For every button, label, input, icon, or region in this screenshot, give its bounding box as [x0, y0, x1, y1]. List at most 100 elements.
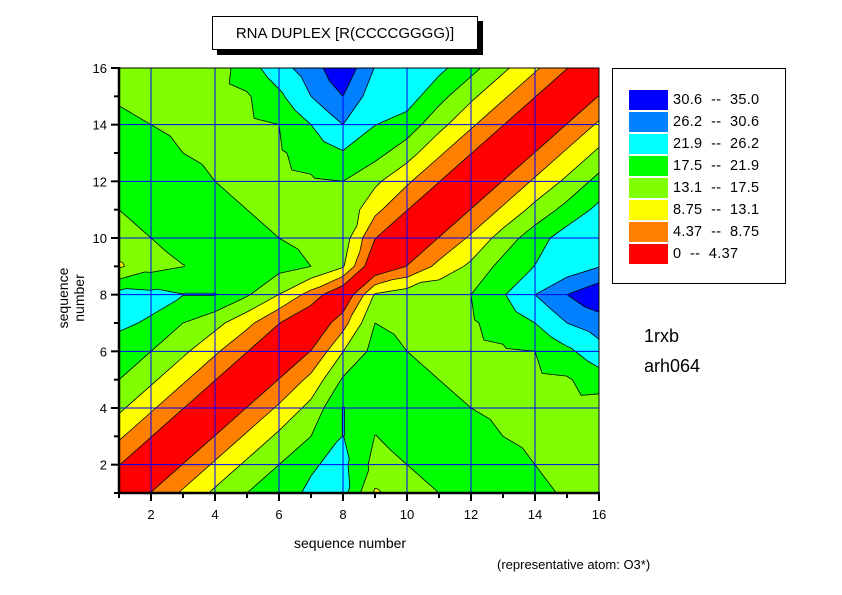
contour-line — [361, 296, 374, 324]
contour-line — [359, 237, 364, 252]
legend-swatch — [629, 112, 668, 132]
x-tick-label: 14 — [528, 507, 542, 522]
contour-line — [118, 105, 133, 114]
contour-line — [151, 408, 184, 437]
contour-line — [278, 294, 302, 310]
contour-line — [534, 294, 552, 310]
contour-line — [438, 152, 445, 158]
contour-line — [242, 296, 248, 300]
contour-lines — [118, 67, 600, 494]
contour-line — [376, 436, 392, 451]
contour-line — [503, 96, 536, 125]
x-tick-label: 16 — [592, 507, 606, 522]
contour-line — [118, 351, 152, 380]
contour-line — [568, 377, 573, 381]
contour-line — [278, 351, 311, 380]
contour-line — [570, 347, 576, 352]
contour-line — [374, 181, 382, 188]
contour-line — [247, 323, 280, 352]
legend-item: 8.75 -- 13.1 — [629, 200, 759, 220]
contour-line — [422, 478, 440, 494]
contour-line — [187, 355, 216, 380]
contour-line — [343, 322, 362, 351]
contour-line — [438, 96, 449, 107]
contour-line — [125, 385, 152, 409]
contour-line — [134, 223, 152, 239]
contour-line — [123, 411, 152, 437]
contour-line — [310, 464, 320, 477]
contour-line — [282, 149, 288, 154]
contour-line — [474, 319, 480, 324]
contour-line — [502, 181, 531, 206]
contour-line — [406, 237, 439, 266]
contour-line — [374, 265, 407, 276]
contour-line — [483, 339, 504, 345]
contour-line — [556, 200, 568, 210]
contour-line — [278, 379, 305, 405]
contour-line — [323, 383, 339, 409]
contour-line — [550, 308, 568, 324]
contour-line — [279, 277, 312, 295]
legend-label: 21.9 -- 26.2 — [673, 136, 760, 152]
contour-line — [150, 407, 157, 413]
contour-line — [155, 383, 184, 409]
contour-line — [150, 379, 158, 386]
contour-line — [407, 181, 440, 210]
contour-line — [470, 181, 503, 210]
contour-line — [420, 75, 440, 97]
contour-line — [310, 286, 320, 291]
contour-line — [353, 251, 361, 267]
contour-line — [593, 120, 600, 125]
contour-line — [322, 67, 330, 81]
contour-line — [420, 279, 440, 283]
contour-line — [248, 94, 252, 97]
contour-line — [406, 152, 419, 164]
legend-swatch — [629, 178, 668, 198]
contour-line — [118, 271, 145, 280]
contour-fills — [118, 67, 600, 494]
contour-line — [566, 282, 600, 296]
contour-line — [314, 177, 344, 182]
contour-line — [386, 138, 408, 154]
contour-line — [294, 110, 312, 125]
contour-line — [343, 436, 350, 460]
contour-line — [182, 379, 189, 385]
contour-line — [454, 393, 472, 409]
contour-line — [260, 67, 269, 79]
contour-line — [406, 181, 413, 186]
contour-line — [584, 306, 600, 313]
contour-line — [224, 311, 248, 324]
contour-line — [502, 209, 527, 229]
contour-line — [518, 224, 536, 239]
contour-line — [214, 351, 221, 356]
legend-swatch — [629, 90, 668, 110]
contour-line — [470, 407, 491, 420]
contour-line — [241, 431, 248, 437]
contour-line — [438, 237, 467, 261]
contour-line — [478, 322, 485, 341]
contour-line — [150, 266, 183, 273]
contour-line — [254, 117, 280, 126]
contour-line — [406, 124, 422, 140]
y-tick-label: 10 — [93, 231, 107, 246]
contour-line — [502, 96, 509, 101]
contour-line — [581, 393, 600, 396]
legend-swatch — [629, 244, 668, 264]
contour-line — [278, 124, 283, 151]
contour-line — [240, 458, 248, 465]
contour-line — [566, 209, 591, 227]
contour-line — [284, 96, 296, 111]
contour-line — [278, 237, 299, 250]
contour-line — [534, 181, 561, 203]
x-tick-label: 8 — [339, 507, 346, 522]
contour-line — [463, 260, 472, 267]
x-tick-label: 4 — [211, 507, 218, 522]
y-tick-label: 6 — [100, 344, 107, 359]
contour-line — [214, 181, 232, 196]
contour-line — [475, 100, 504, 125]
contour-line — [267, 77, 280, 90]
legend-swatch — [629, 134, 668, 154]
contour-line — [502, 237, 520, 256]
contour-line — [150, 299, 177, 316]
contour-line — [493, 255, 504, 267]
